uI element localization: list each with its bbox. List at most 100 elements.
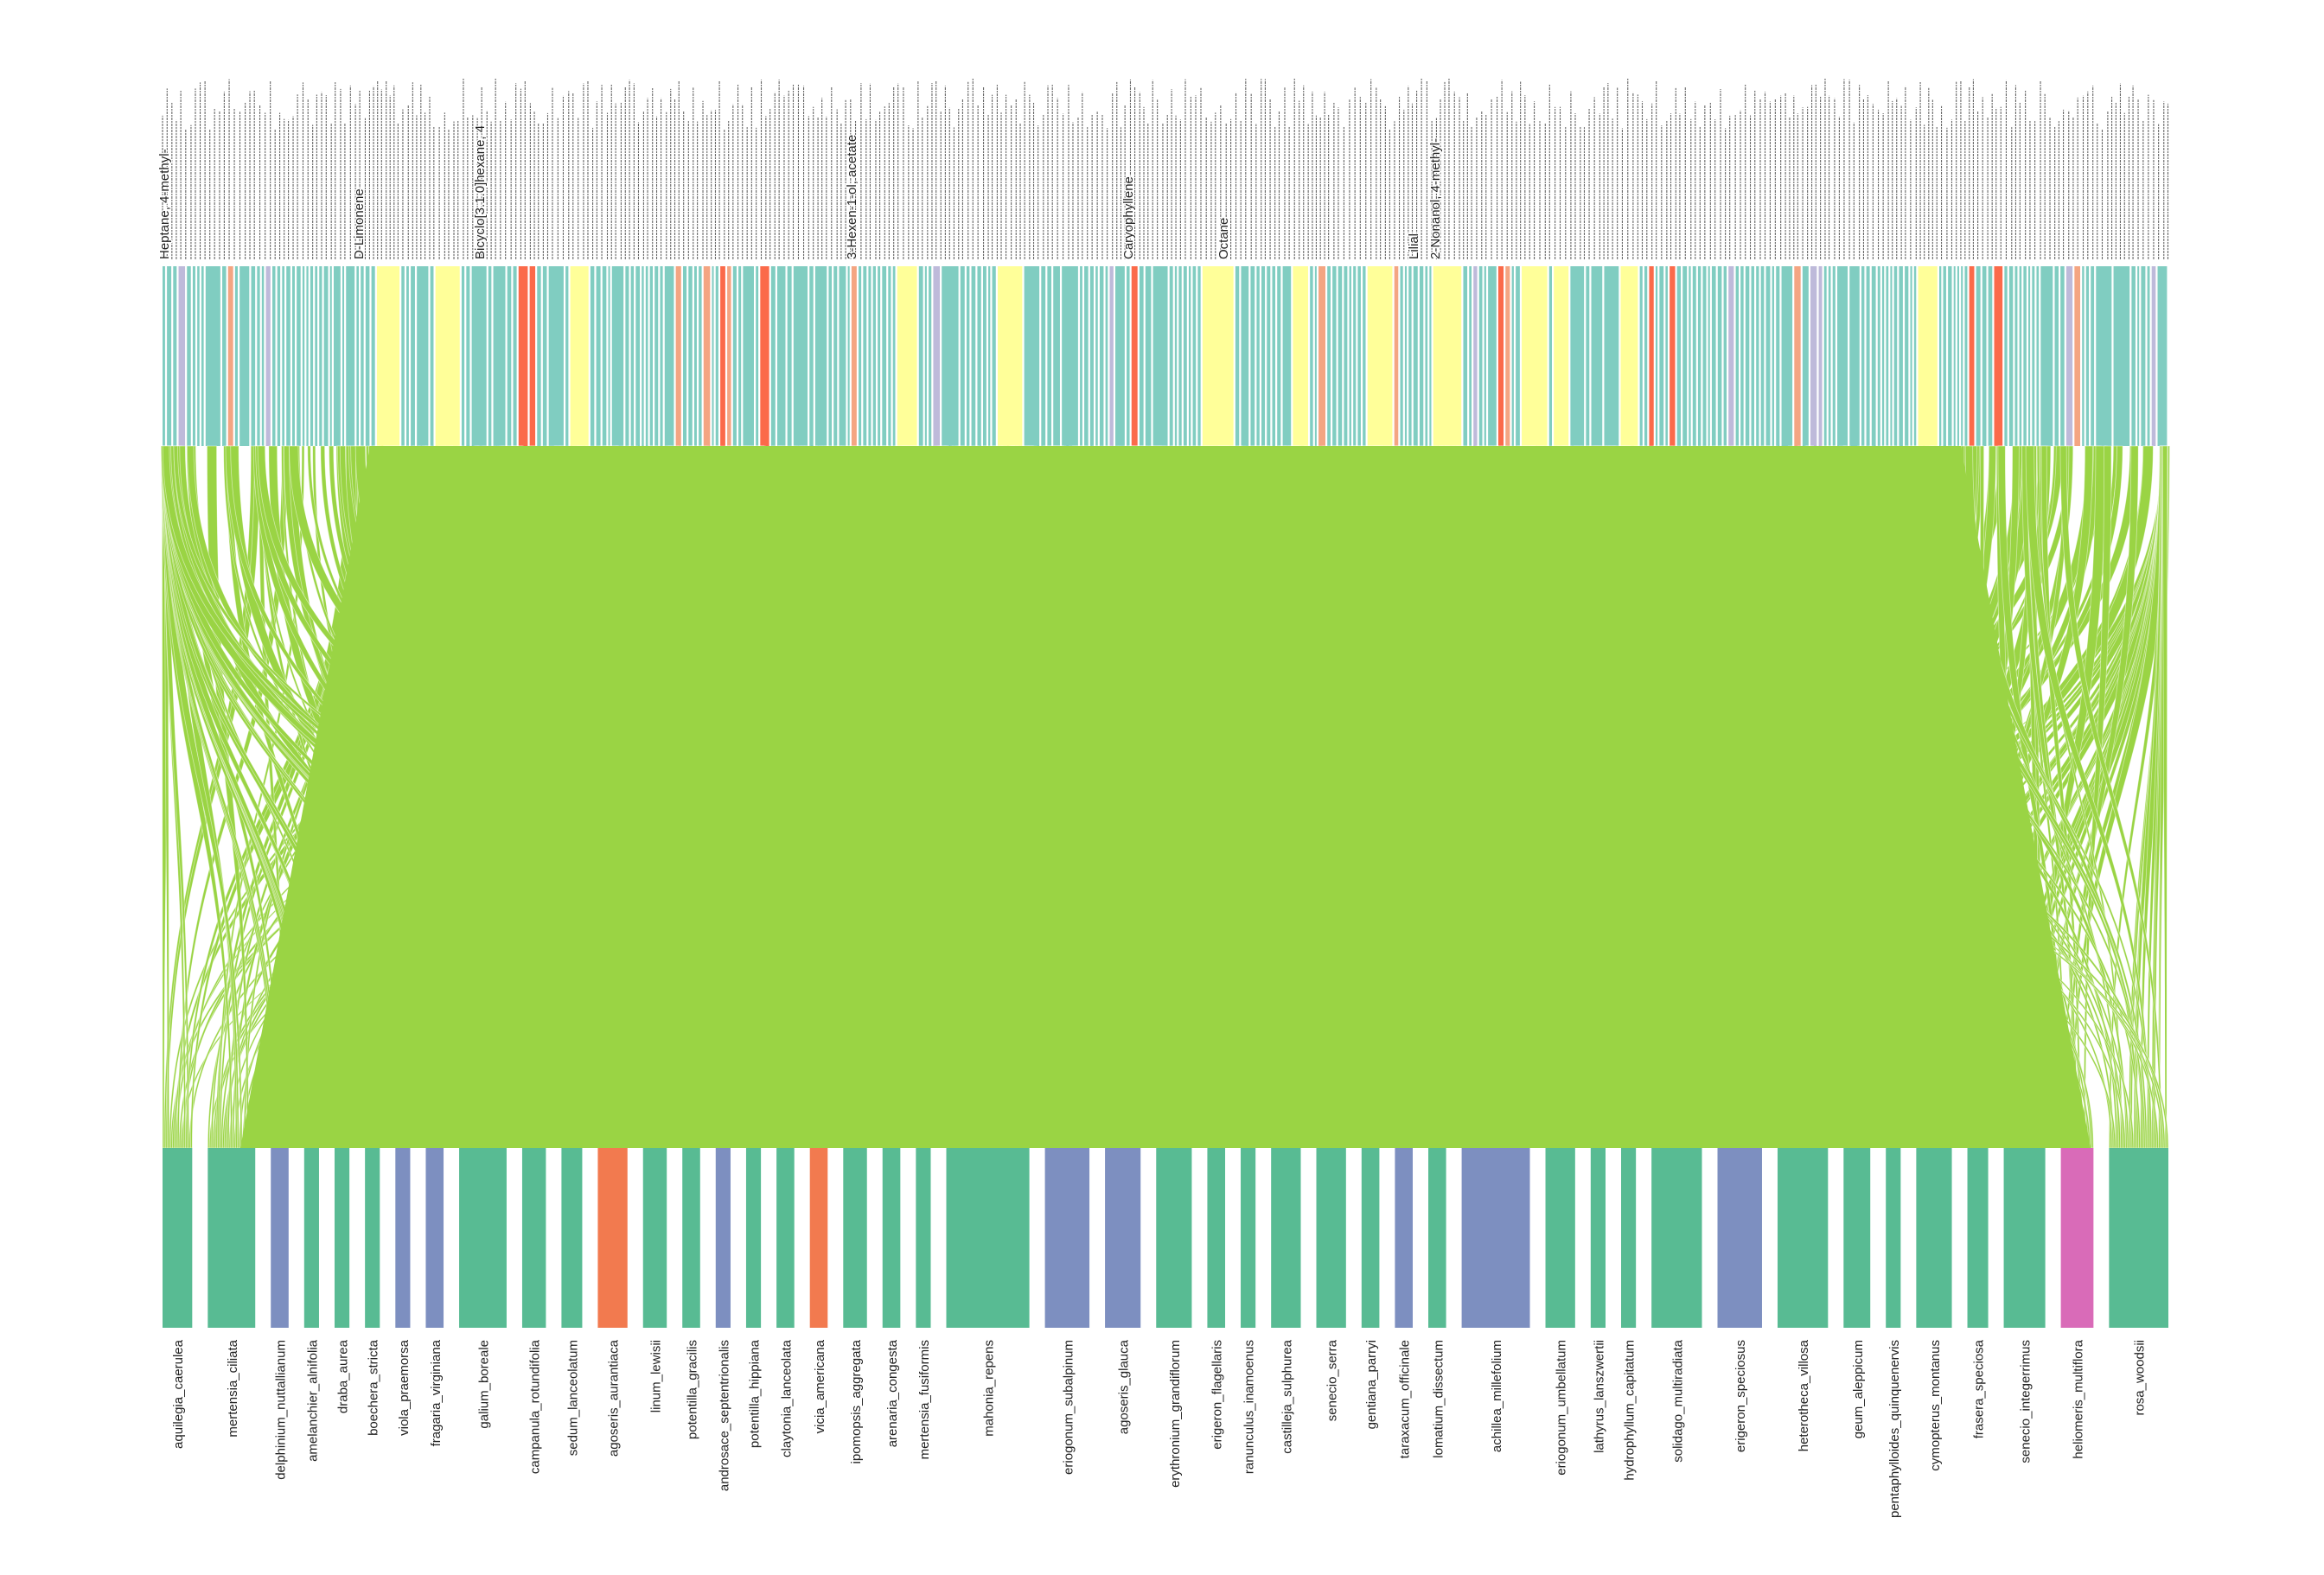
compound-bar <box>1367 266 1393 446</box>
compound-bar <box>1105 266 1108 446</box>
compound-bar <box>1425 266 1428 446</box>
compound-bar <box>1823 266 1827 446</box>
compound-bar <box>1554 266 1569 446</box>
species-label: cymopterus_montanus <box>1928 1340 1943 1471</box>
compound-bar <box>1670 266 1676 446</box>
compound-bar <box>1794 266 1801 446</box>
compound-bar <box>1419 266 1424 446</box>
compound-bar <box>1828 266 1831 446</box>
compound-bar <box>602 266 607 446</box>
species-bar <box>1621 1148 1637 1328</box>
compound-bar <box>1728 266 1734 446</box>
compound-bar <box>1041 266 1046 446</box>
compound-bar <box>1516 266 1520 446</box>
species-label: erythronium_grandiflorum <box>1168 1340 1183 1488</box>
compound-bar <box>992 266 996 446</box>
compound-bar <box>306 266 309 446</box>
compound-bar <box>2131 266 2136 446</box>
compound-bar <box>1910 266 1912 446</box>
compound-bar <box>411 266 415 446</box>
compound-bar <box>868 266 872 446</box>
compound-bar <box>1404 266 1408 446</box>
compound-bar <box>918 266 923 446</box>
species-bar <box>2109 1148 2168 1328</box>
compound-bar <box>977 266 981 446</box>
compound-bar <box>882 266 887 446</box>
compound-bar <box>1310 266 1313 446</box>
compound-label: Octane <box>1216 218 1231 259</box>
compound-bar <box>625 266 629 446</box>
compound-bars <box>163 266 2168 446</box>
compound-bar <box>1084 266 1089 446</box>
compound-bar <box>892 266 896 446</box>
compound-bar <box>839 266 846 446</box>
compound-bar <box>282 266 285 446</box>
species-bar <box>1590 1148 1606 1328</box>
compound-bar <box>2137 266 2140 446</box>
compound-bar <box>239 266 250 446</box>
compound-bar <box>715 266 718 446</box>
compound-bar <box>1433 266 1462 446</box>
compound-bar <box>988 266 991 446</box>
compound-label: Caryophyllene <box>1121 176 1136 259</box>
compound-bar <box>493 266 506 446</box>
species-label: boechera_stricta <box>367 1339 381 1436</box>
species-bar <box>1916 1148 1952 1328</box>
species-bar <box>1461 1148 1530 1328</box>
compound-label: 2-Nonanol, 4-methyl- <box>1428 138 1443 259</box>
compound-bar <box>272 266 276 446</box>
compound-bar <box>1953 266 1956 446</box>
compound-bar <box>712 266 714 446</box>
species-label: eriogonum_subalpinum <box>1061 1340 1076 1475</box>
compound-bar <box>1886 266 1889 446</box>
species-bar <box>334 1148 350 1328</box>
species-label: arenaria_congesta <box>885 1339 900 1447</box>
compound-bar <box>1717 266 1722 446</box>
compound-bar <box>2147 266 2150 446</box>
compound-bar <box>1338 266 1343 446</box>
compound-bar <box>417 266 429 446</box>
compound-bar <box>461 266 465 446</box>
compound-bar <box>2157 266 2168 446</box>
species-bar <box>1241 1148 1256 1328</box>
interaction-links <box>160 445 2171 1149</box>
species-bar <box>776 1148 795 1328</box>
compound-bar <box>1169 266 1173 446</box>
compound-bar <box>933 266 941 446</box>
compound-bar <box>1282 266 1292 446</box>
species-label: vicia_americana <box>813 1339 827 1433</box>
compound-bar <box>1849 266 1860 446</box>
compound-bar <box>1570 266 1585 446</box>
compound-bar <box>1235 266 1240 446</box>
compound-bar <box>642 266 644 446</box>
compound-bar <box>1810 266 1817 446</box>
compound-bar <box>2019 266 2022 446</box>
compound-bar <box>507 266 512 446</box>
compound-bar <box>1765 266 1771 446</box>
compound-bar <box>743 266 754 446</box>
compound-bar <box>376 266 400 446</box>
compound-bar <box>1314 266 1317 446</box>
compound-bar <box>2036 266 2040 446</box>
compound-bar <box>966 266 970 446</box>
compound-bar <box>847 266 850 446</box>
compound-bar <box>1469 266 1472 446</box>
compound-bar <box>1505 266 1510 446</box>
compound-bar <box>1751 266 1754 446</box>
compound-bar <box>787 266 792 446</box>
species-label: lathyrus_lanszwertii <box>1592 1340 1606 1453</box>
compound-bar <box>265 266 271 446</box>
compound-bar <box>1905 266 1909 446</box>
compound-bar <box>675 266 681 446</box>
compound-bar <box>1241 266 1249 446</box>
species-bar <box>597 1148 628 1328</box>
species-label: taraxacum_officinale <box>1398 1340 1413 1458</box>
species-bars <box>163 1148 2168 1328</box>
compound-bar <box>1202 266 1234 446</box>
compound-bar <box>342 266 345 446</box>
compound-bar <box>292 266 295 446</box>
species-bar <box>1651 1148 1702 1328</box>
species-bar <box>208 1148 256 1328</box>
species-label: geum_aleppicum <box>1851 1340 1866 1438</box>
compound-bar <box>630 266 635 446</box>
